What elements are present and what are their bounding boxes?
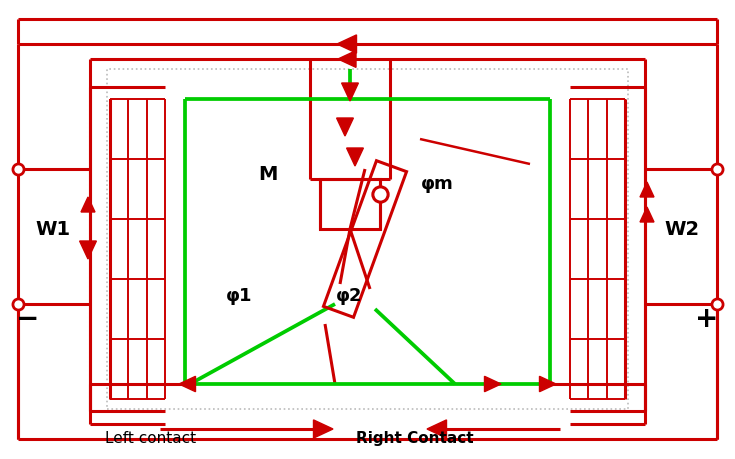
Text: −: − — [16, 305, 40, 333]
Text: Right Contact: Right Contact — [356, 431, 474, 446]
Text: Left contact: Left contact — [105, 431, 196, 446]
Polygon shape — [314, 420, 333, 438]
Text: φ1: φ1 — [226, 287, 252, 305]
Text: φm: φm — [421, 174, 453, 193]
Bar — [107, 69, 628, 409]
Polygon shape — [484, 376, 501, 392]
Polygon shape — [338, 50, 356, 67]
Polygon shape — [81, 197, 95, 212]
Polygon shape — [640, 207, 654, 222]
Bar — [320, 179, 380, 229]
Polygon shape — [640, 182, 654, 197]
Polygon shape — [347, 148, 363, 166]
Polygon shape — [337, 118, 354, 136]
Text: W2: W2 — [664, 220, 700, 239]
Polygon shape — [337, 35, 356, 53]
Text: +: + — [695, 305, 719, 333]
Text: W1: W1 — [35, 220, 71, 239]
Polygon shape — [539, 376, 556, 392]
Text: M: M — [259, 165, 278, 184]
Polygon shape — [427, 420, 446, 438]
Text: φ2: φ2 — [336, 287, 362, 305]
Polygon shape — [342, 83, 359, 101]
Polygon shape — [179, 376, 196, 392]
Polygon shape — [79, 241, 96, 259]
